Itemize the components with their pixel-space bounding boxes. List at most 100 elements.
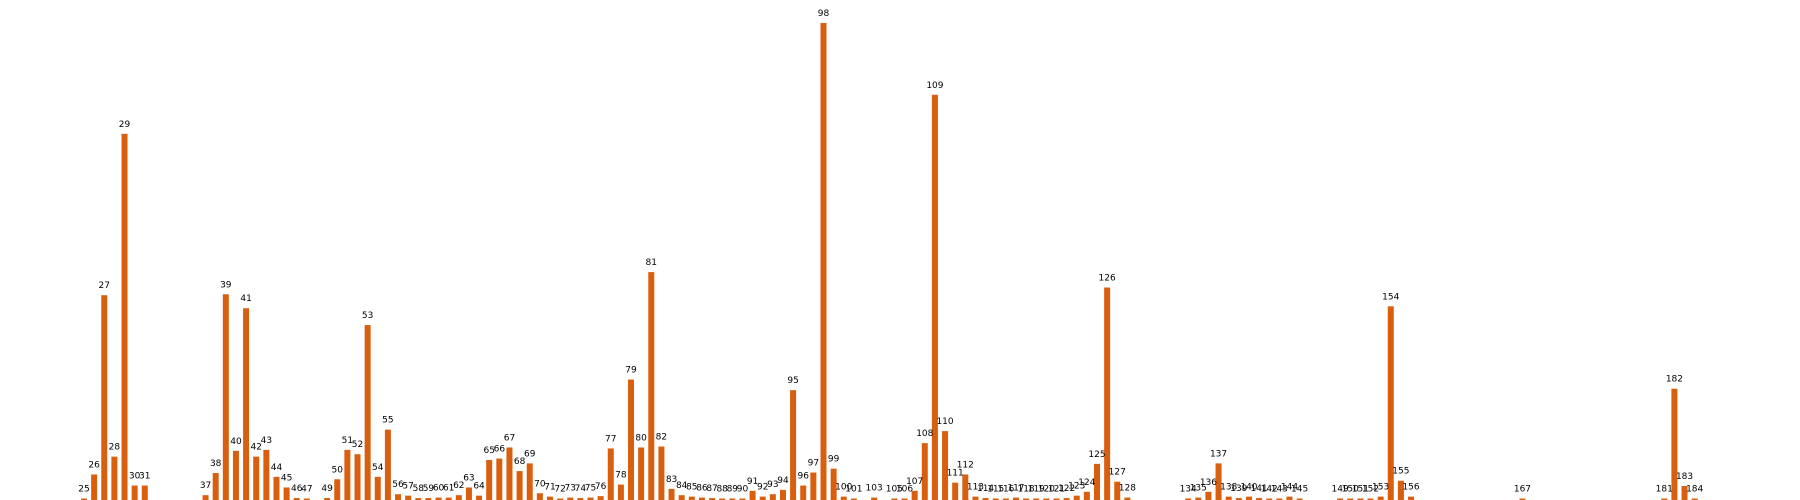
bar-label-49: 49	[321, 484, 333, 494]
bar-51	[344, 449, 351, 500]
bar-label-116: 116	[997, 485, 1014, 495]
bar-81	[648, 272, 655, 500]
bar-label-141: 141	[1250, 484, 1267, 494]
bar-label-105: 105	[886, 485, 903, 495]
bar-label-97: 97	[808, 459, 819, 469]
bar-label-68: 68	[514, 457, 526, 467]
bar-134	[1185, 498, 1192, 500]
bar-95	[790, 390, 797, 500]
bar-label-112: 112	[957, 460, 974, 470]
bar-label-120: 120	[1038, 485, 1055, 495]
bar-68	[516, 471, 523, 500]
bar-83	[668, 488, 675, 500]
bar-183	[1681, 486, 1688, 500]
bar-label-109: 109	[926, 81, 943, 91]
bar-40	[232, 450, 239, 500]
bar-63	[465, 487, 472, 500]
bar-label-92: 92	[757, 483, 768, 493]
bar-61	[445, 497, 452, 500]
bar-label-38: 38	[210, 459, 222, 469]
bar-label-96: 96	[798, 472, 810, 482]
bar-55	[384, 429, 391, 500]
bar-label-99: 99	[828, 455, 840, 465]
bar-label-76: 76	[595, 482, 607, 492]
bar-27	[101, 295, 108, 500]
bar-label-142: 142	[1261, 485, 1278, 495]
bar-42	[253, 456, 260, 500]
bar-76	[597, 496, 604, 500]
bar-label-58: 58	[413, 484, 425, 494]
bar-69	[526, 463, 533, 500]
bar-label-94: 94	[777, 476, 789, 486]
bar-108	[921, 443, 928, 500]
bar-58	[415, 498, 422, 500]
bar-123	[1073, 495, 1080, 500]
bar-151	[1357, 498, 1364, 500]
bar-124	[1083, 491, 1090, 500]
bar-94	[779, 489, 786, 500]
bar-label-85: 85	[686, 483, 697, 493]
bar-label-30: 30	[129, 472, 141, 482]
bar-25	[81, 498, 87, 500]
bar-116	[1002, 498, 1009, 500]
bar-label-73: 73	[565, 484, 576, 494]
bar-57	[405, 495, 412, 500]
bar-label-47: 47	[301, 485, 312, 495]
bar-65	[486, 460, 493, 500]
bar-label-98: 98	[818, 9, 830, 19]
bar-59	[425, 498, 432, 500]
bar-47	[303, 498, 310, 500]
bar-121	[1053, 498, 1060, 500]
bar-label-75: 75	[585, 484, 596, 494]
bar-label-93: 93	[767, 480, 778, 490]
bar-154	[1387, 306, 1394, 500]
bar-label-122: 122	[1058, 484, 1075, 494]
bar-117	[1012, 497, 1019, 500]
bar-26	[91, 474, 98, 500]
bar-label-63: 63	[463, 473, 474, 483]
bar-label-143: 143	[1271, 485, 1288, 495]
bar-label-80: 80	[635, 433, 647, 443]
bar-115	[992, 498, 999, 500]
bar-62	[455, 495, 462, 500]
bar-label-31: 31	[139, 472, 150, 482]
bar-label-137: 137	[1210, 449, 1227, 459]
bar-label-114: 114	[977, 484, 994, 494]
bar-label-72: 72	[554, 485, 565, 495]
bar-label-46: 46	[291, 484, 303, 494]
bar-88	[719, 498, 726, 500]
bar-label-126: 126	[1099, 274, 1116, 284]
bar-109	[931, 94, 938, 500]
bar-label-110: 110	[936, 417, 953, 427]
bar-label-55: 55	[382, 416, 393, 426]
bar-label-65: 65	[483, 446, 494, 456]
bar-label-64: 64	[473, 482, 485, 492]
bar-67	[506, 447, 513, 500]
bar-label-149: 149	[1332, 485, 1349, 495]
bar-43	[263, 449, 270, 500]
bar-label-124: 124	[1078, 478, 1095, 488]
bar-149	[1337, 498, 1344, 500]
bar-143	[1276, 498, 1283, 500]
bar-38	[212, 473, 219, 500]
bar-label-51: 51	[342, 436, 353, 446]
bar-label-139: 139	[1230, 484, 1247, 494]
bar-56	[395, 494, 402, 500]
bar-label-103: 103	[866, 484, 883, 494]
bar-75	[587, 497, 594, 500]
bar-label-127: 127	[1109, 468, 1126, 478]
bar-label-136: 136	[1200, 478, 1217, 488]
bar-label-91: 91	[747, 477, 758, 487]
bar-label-70: 70	[534, 479, 546, 489]
bar-label-26: 26	[88, 460, 100, 470]
bar-97	[810, 472, 817, 500]
bar-label-89: 89	[727, 485, 739, 495]
bar-label-81: 81	[646, 258, 657, 268]
bar-label-78: 78	[615, 471, 627, 481]
bar-label-106: 106	[896, 485, 913, 495]
bar-155	[1397, 480, 1404, 500]
bar-label-79: 79	[625, 366, 637, 376]
bar-37	[202, 495, 209, 500]
